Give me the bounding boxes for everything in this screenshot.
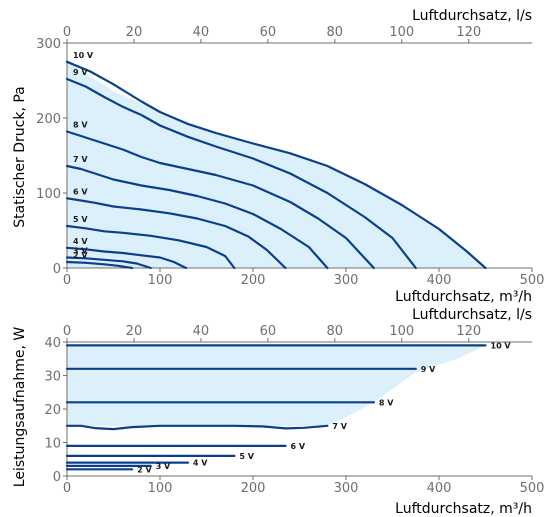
pressure-x-tick-label: 400 bbox=[427, 273, 452, 288]
power-curve-7v bbox=[67, 426, 327, 429]
power-y-tick-label: 30 bbox=[44, 370, 61, 385]
pressure-chart: 10 V9 V8 V7 V6 V5 V4 V3 V2 V 0 100 200 300 4… bbox=[12, 8, 544, 305]
pressure-y-tick-label: 300 bbox=[36, 37, 61, 52]
power-operating-area bbox=[67, 345, 486, 425]
pressure-curve-label-10v: 10 V bbox=[73, 51, 94, 60]
power-x2-tick-label: 80 bbox=[327, 324, 344, 339]
power-x-tick-label: 0 bbox=[63, 481, 71, 496]
power-x-tick-label: 200 bbox=[241, 481, 266, 496]
power-curve-label-10v: 10 V bbox=[491, 341, 512, 350]
pressure-y-tick-label: 200 bbox=[36, 112, 61, 127]
power-x2-tick-label: 0 bbox=[63, 324, 71, 339]
pressure-curve-label-8v: 8 V bbox=[73, 121, 88, 130]
pressure-x-tick-label: 300 bbox=[334, 273, 359, 288]
power-x2-tick-label: 100 bbox=[389, 324, 414, 339]
pressure-x2-tick-label: 20 bbox=[126, 25, 143, 40]
pressure-x2-tick-label: 120 bbox=[456, 25, 481, 40]
power-x2-tick-label: 60 bbox=[260, 324, 277, 339]
pressure-x2-tick-label: 0 bbox=[63, 25, 71, 40]
pressure-y-tick-label: 100 bbox=[36, 187, 61, 202]
pressure-y-axis-title: Statischer Druck, Pa bbox=[12, 86, 28, 228]
power-x-tick-label: 500 bbox=[520, 481, 545, 496]
pressure-x2-tick-label: 60 bbox=[260, 25, 277, 40]
power-curve-label-4v: 4 V bbox=[193, 459, 208, 468]
pressure-curve-label-6v: 6 V bbox=[73, 187, 88, 196]
pressure-x-tick-label: 200 bbox=[241, 273, 266, 288]
pressure-x-tick-label: 500 bbox=[520, 273, 545, 288]
pressure-x-tick-label: 0 bbox=[63, 273, 71, 288]
power-x2-axis-title: Luftdurchsatz, l/s bbox=[412, 307, 532, 323]
power-y-tick-label: 10 bbox=[44, 437, 61, 452]
pressure-x2-axis-title: Luftdurchsatz, l/s bbox=[412, 8, 532, 24]
power-y-tick-label: 40 bbox=[44, 336, 61, 351]
pressure-x-tick-label: 100 bbox=[148, 273, 173, 288]
power-curve-label-6v: 6 V bbox=[291, 442, 306, 451]
pressure-x2-tick-label: 40 bbox=[193, 25, 210, 40]
power-y-tick-label: 0 bbox=[53, 470, 61, 485]
pressure-x-axis-title: Luftdurchsatz, m³/h bbox=[395, 289, 532, 305]
power-y-axis-title: Leistungsaufnahme, W bbox=[12, 327, 28, 488]
power-curve-label-8v: 8 V bbox=[379, 398, 394, 407]
power-x-tick-label: 300 bbox=[334, 481, 359, 496]
power-curve-label-9v: 9 V bbox=[421, 365, 436, 374]
pressure-operating-area bbox=[67, 62, 486, 268]
power-envelope-group bbox=[67, 345, 486, 425]
power-x2-tick-label: 120 bbox=[456, 324, 481, 339]
pressure-x2-tick-label: 80 bbox=[327, 25, 344, 40]
power-x-axis-title: Luftdurchsatz, m³/h bbox=[395, 501, 532, 517]
power-x-tick-label: 100 bbox=[148, 481, 173, 496]
power-curve-label-2v: 2 V bbox=[137, 465, 152, 474]
power-curve-label-5v: 5 V bbox=[239, 452, 254, 461]
power-x2-tick-label: 40 bbox=[193, 324, 210, 339]
power-x-tick-label: 400 bbox=[427, 481, 452, 496]
power-y-tick-label: 20 bbox=[44, 403, 61, 418]
pressure-curve-label-9v: 9 V bbox=[73, 68, 88, 77]
pressure-x2-tick-label: 100 bbox=[389, 25, 414, 40]
pressure-curve-label-7v: 7 V bbox=[73, 155, 88, 164]
pressure-curve-label-5v: 5 V bbox=[73, 215, 88, 224]
power-chart: 10 V9 V8 V7 V6 V5 V4 V3 V2 V 0 100 200 300 4… bbox=[12, 307, 544, 517]
power-curve-label-3v: 3 V bbox=[156, 462, 171, 471]
power-x2-tick-label: 20 bbox=[126, 324, 143, 339]
pressure-y-tick-label: 0 bbox=[53, 262, 61, 277]
pressure-curve-label-4v: 4 V bbox=[73, 237, 88, 246]
power-curve-label-7v: 7 V bbox=[332, 422, 347, 431]
pressure-envelope-group bbox=[67, 62, 486, 268]
pressure-curve-label-2v: 2 V bbox=[73, 251, 88, 260]
